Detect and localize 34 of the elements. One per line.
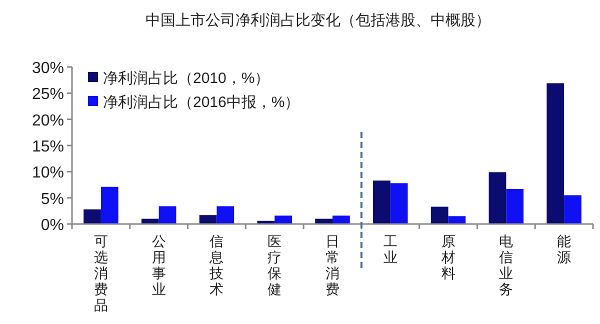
bar [373, 180, 390, 224]
x-tick-label: 工业 [383, 233, 398, 265]
x-tick-label: 可选消费品 [94, 233, 108, 313]
y-tick-label: 0% [40, 217, 64, 234]
bar [274, 216, 292, 224]
legend-label: 净利润占比（2010，%） [103, 70, 270, 87]
y-tick-label: 10% [32, 164, 64, 182]
chart-title: 中国上市公司净利润占比变化（包括港股、中概股） [146, 12, 490, 29]
bar [199, 215, 217, 224]
bar [84, 209, 101, 224]
bar [100, 186, 118, 224]
x-tick-label: 电信业务 [499, 233, 514, 297]
y-tick-label: 25% [32, 86, 64, 104]
bar [332, 216, 350, 224]
bar [216, 206, 234, 224]
x-tick-label: 公用事业 [152, 233, 166, 297]
bar [158, 206, 176, 224]
bar [488, 172, 506, 224]
y-tick-label: 5% [40, 190, 64, 208]
x-tick-label: 医疗保健 [268, 233, 282, 297]
bar [546, 83, 564, 224]
bar [506, 188, 524, 224]
x-tick-label: 信息技术 [208, 233, 224, 297]
y-tick-label: 20% [32, 112, 64, 130]
bar [430, 206, 448, 224]
bar [564, 195, 582, 224]
legend-label: 净利润占比（2016中报，%） [103, 94, 300, 111]
y-tick-label: 30% [32, 60, 64, 77]
x-tick-label: 原材料 [440, 233, 456, 281]
bar [390, 183, 408, 224]
bar [448, 216, 466, 224]
y-tick-label: 15% [32, 138, 64, 156]
x-tick-label: 日常消费 [326, 233, 340, 297]
x-tick-label: 能源 [557, 233, 572, 265]
